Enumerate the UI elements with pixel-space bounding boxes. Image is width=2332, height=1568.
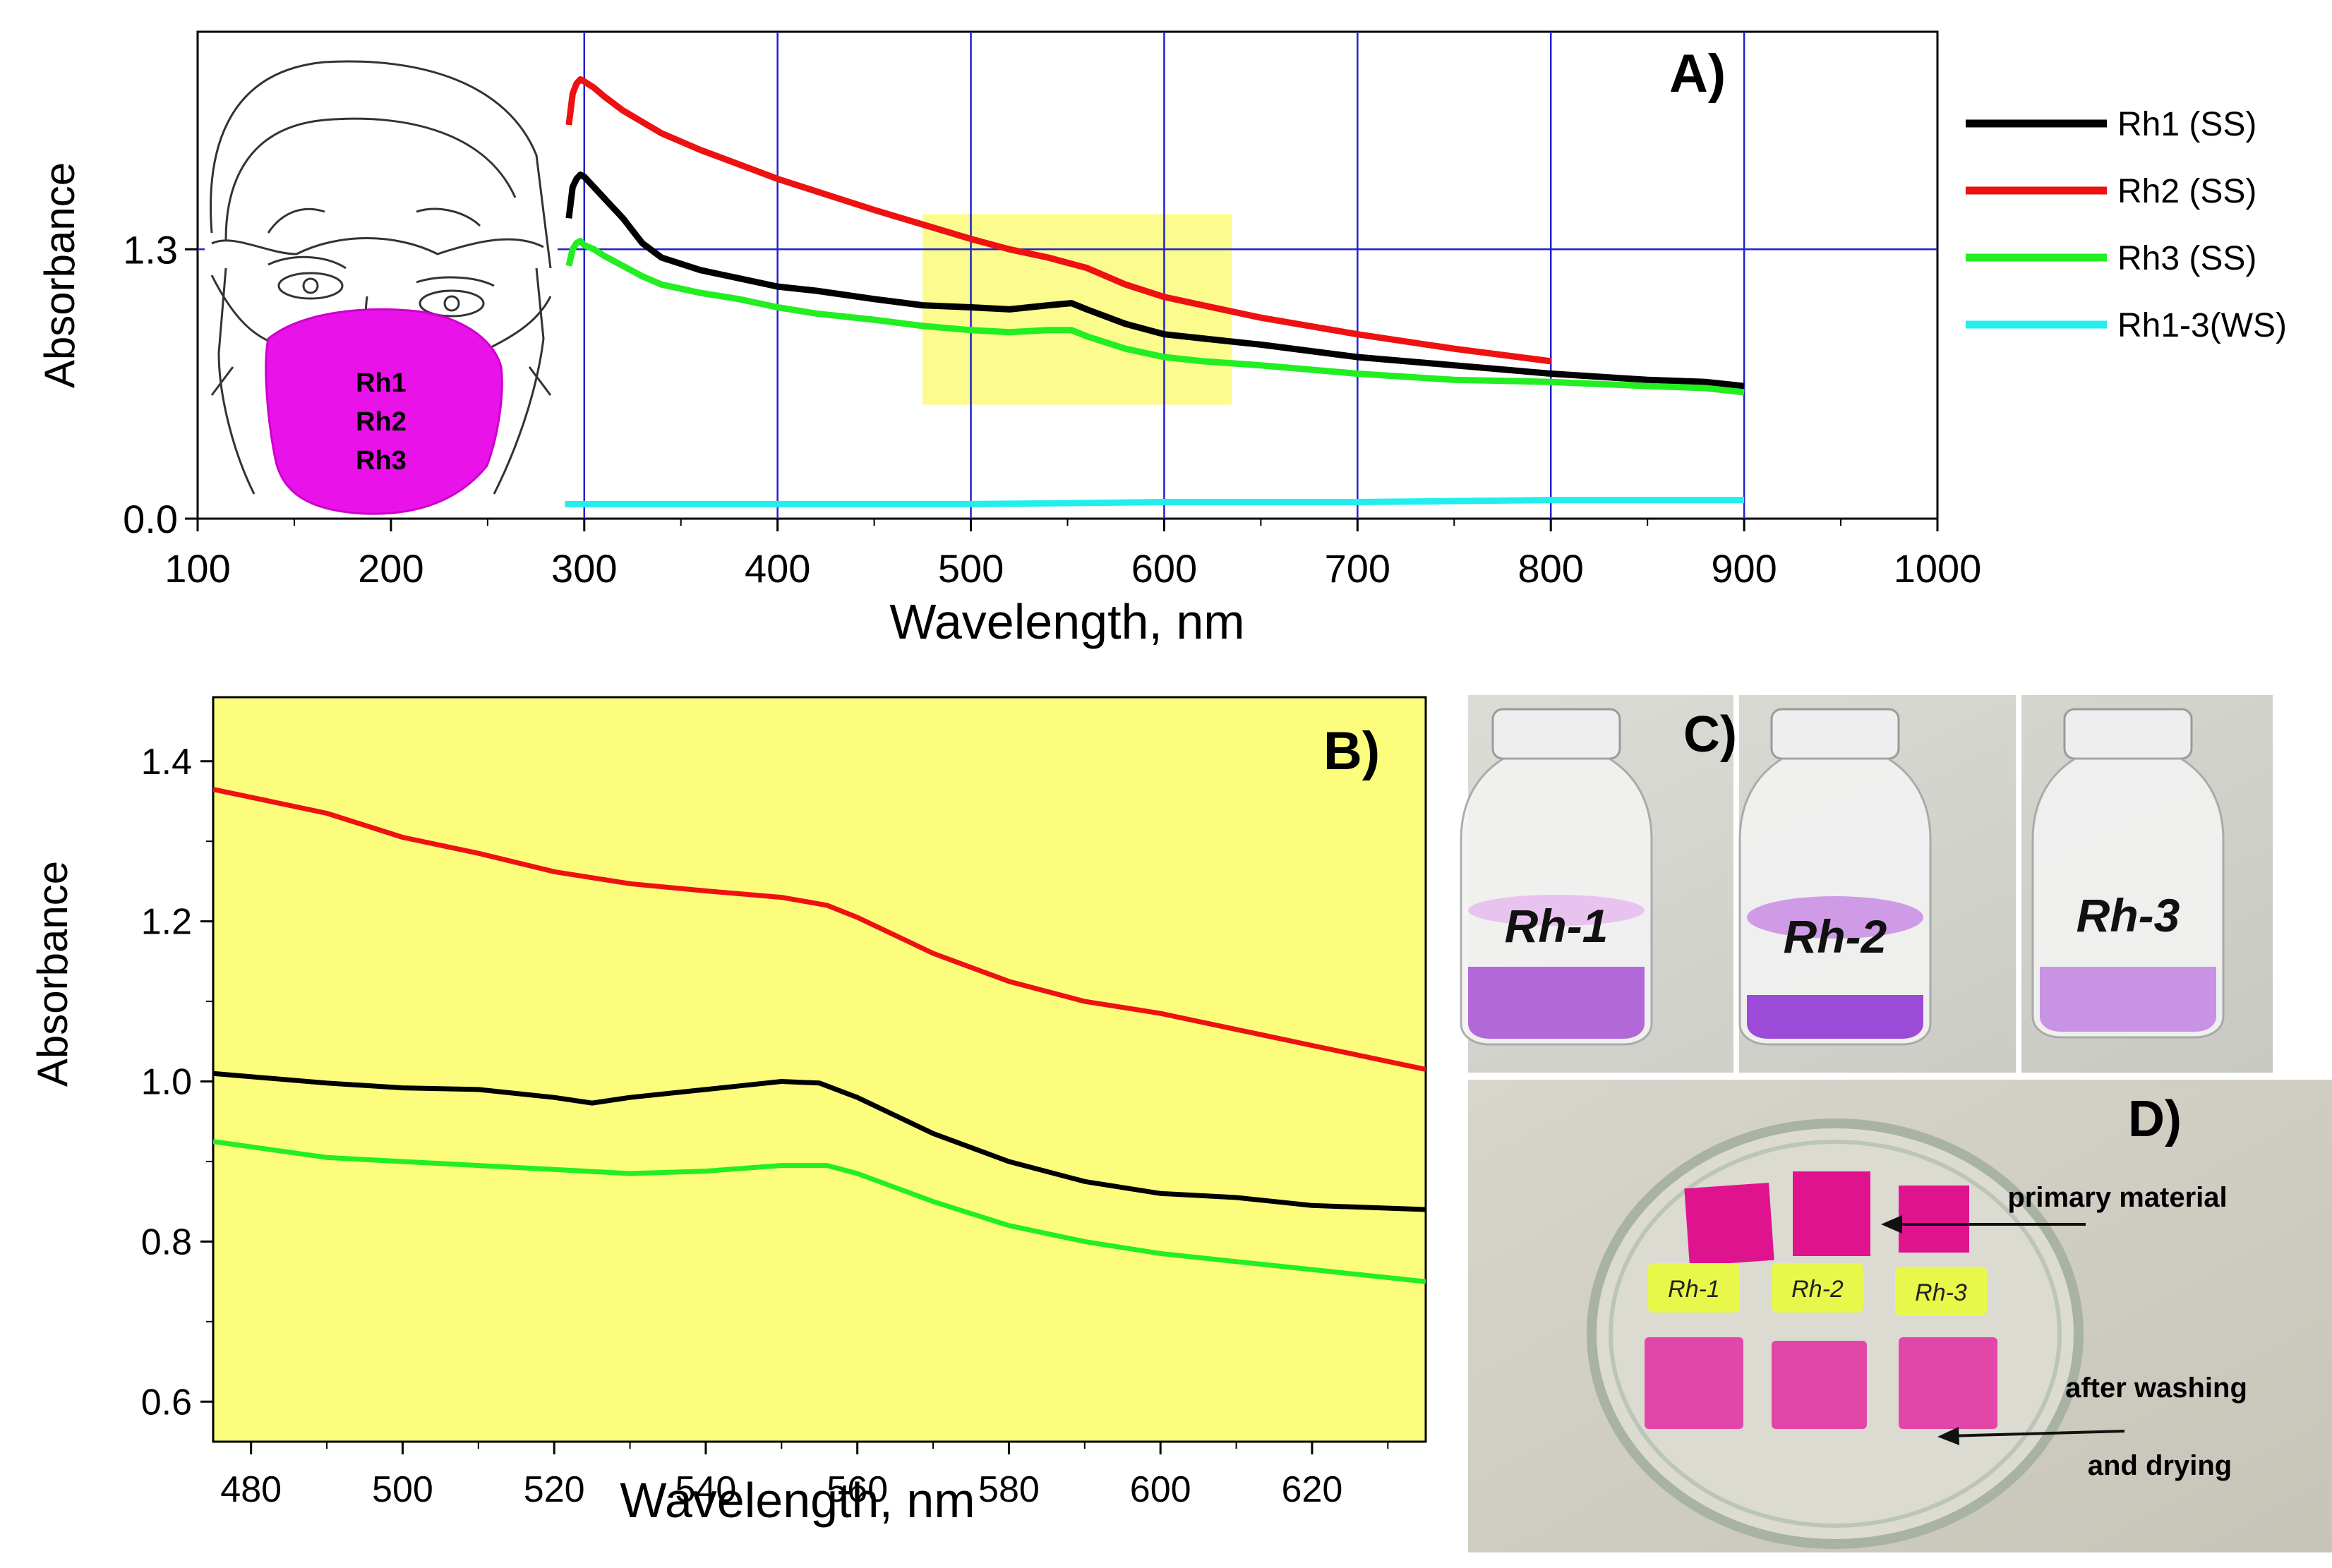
panel-a-ticks: 100 200 300 400 500 600 700 800 900 1000 0.0 1.3 [123,227,1981,591]
b-series-line [213,1071,1426,1212]
a-y-tick-label: 1.3 [123,227,178,272]
legend-label: Rh1 (SS) [2117,106,2256,143]
fabric-washed-rh-3 [1899,1337,1997,1429]
a-y-tick-label: 0.0 [123,497,178,541]
panel-b-plot-area [212,696,1427,1443]
legend-label: Rh1-3(WS) [2117,307,2287,344]
legend-label: Rh3 (SS) [2117,240,2256,277]
mask-text-rh1: Rh1 [356,368,407,398]
panel-a-label: A) [1669,44,1726,104]
panel-b-y-axis-title: Absorbance [29,861,76,1087]
b-y-tick-label: 0.6 [141,1382,192,1423]
dish-label-rh-1: Rh-1 [1668,1276,1720,1303]
a-x-tick-label: 400 [745,546,810,591]
a-series-line [565,171,1745,390]
a-series-line [565,238,1745,396]
a-x-tick-label: 1000 [1894,546,1982,591]
annotation-primary-material: primary material [2007,1182,2227,1213]
vial-rh-2: Rh-2 [1738,708,1932,1046]
face-mask-inset: Rh1 Rh2 Rh3 [205,60,558,515]
b-x-tick-label: 480 [220,1469,282,1510]
dish-label-rh-3: Rh-3 [1915,1279,1967,1306]
b-y-tick-label: 0.8 [141,1222,192,1262]
a-x-tick-label: 700 [1325,546,1390,591]
annotation-after-washing: after washing [2065,1373,2247,1404]
a-series-line [565,497,1745,507]
arrow-primary-material [1881,1215,2086,1234]
vial-label-rh-2: Rh-2 [1784,910,1887,963]
b-y-tick-label: 1.4 [141,742,192,783]
vial-rh-3: Rh-3 [2031,708,2225,1039]
vial-label-rh-1: Rh-1 [1505,900,1609,952]
panel-b-label: B) [1323,721,1380,781]
arrow-after-washing [1937,1427,2125,1445]
vial-liquid [1468,967,1645,1039]
panel-b-chart: 480 500 520 540 560 580 600 6200.60.81.01.21.4 … [29,696,1427,1528]
annotation-and-drying: and drying [2088,1450,2232,1481]
legend-label: Rh2 (SS) [2117,173,2256,210]
vial-liquid [1747,995,1923,1039]
b-x-tick-label: 620 [1282,1469,1343,1510]
b-x-tick-label: 600 [1130,1469,1191,1510]
dish-label-rh-2: Rh-2 [1791,1276,1844,1303]
b-series-line [213,787,1426,1072]
fabric-washed-rh-1 [1645,1337,1743,1429]
fabric-primary-rh-1 [1684,1182,1774,1267]
panel-d-label: D) [2128,1091,2182,1147]
b-x-tick-label: 580 [978,1469,1040,1510]
b-x-tick-label: 520 [524,1469,585,1510]
a-series-line [565,76,1551,365]
vial-rh-1: Rh-1 [1460,708,1653,1046]
b-series-line [213,1139,1426,1284]
panel-c-label: C) [1683,706,1737,763]
panel-a-legend: Rh1 (SS) Rh2 (SS) Rh3 (SS) Rh1-3(WS) [1966,106,2287,344]
panel-b-series [213,787,1426,1284]
a-x-tick-label: 100 [164,546,230,591]
a-x-tick-label: 900 [1711,546,1777,591]
mask-text-rh3: Rh3 [356,446,407,476]
mask-text-rh2: Rh2 [356,407,407,437]
b-y-tick-label: 1.2 [141,902,192,943]
a-x-tick-label: 500 [938,546,1004,591]
b-x-tick-label: 560 [827,1469,888,1510]
panel-b-x-axis-title: Wavelength, nm [620,1473,975,1528]
fabric-primary-rh-3 [1899,1186,1969,1253]
sample-label-tag [1895,1267,1987,1316]
a-x-tick-label: 800 [1518,546,1584,591]
sample-label-tag [1648,1263,1740,1313]
fabric-washed-rh-2 [1772,1341,1867,1429]
b-x-tick-label: 500 [372,1469,433,1510]
a-x-tick-label: 300 [551,546,617,591]
vial-liquid [2040,967,2216,1032]
b-x-tick-label: 540 [675,1469,737,1510]
vial-label-rh-3: Rh-3 [2076,889,2180,941]
panel-a-series [565,76,1745,507]
panel-b-ticks: 480 500 520 540 560 580 600 620 0.6 0.8 1.0 1.2 1.4 [141,742,1389,1510]
fabric-primary-rh-2 [1793,1171,1870,1256]
panel-c-vial-photos: Rh-1 Rh-2 Rh-3 C) [1460,695,2273,1073]
panel-a-y-axis-title: Absorbance [36,162,83,388]
panel-d-petri-dish-photo: Rh-1 Rh-2 Rh-3 primary material after wa… [1468,1080,2332,1552]
a-x-tick-label: 200 [358,546,423,591]
b-y-tick-label: 1.0 [141,1062,192,1103]
panel-a-x-axis-title: Wavelength, nm [889,594,1244,649]
sample-label-tag [1772,1263,1863,1313]
a-x-tick-label: 600 [1131,546,1197,591]
panel-a-chart: Rh1 Rh2 Rh3 100 200 300 400 500 600 700 800 900 1… [36,30,2287,649]
